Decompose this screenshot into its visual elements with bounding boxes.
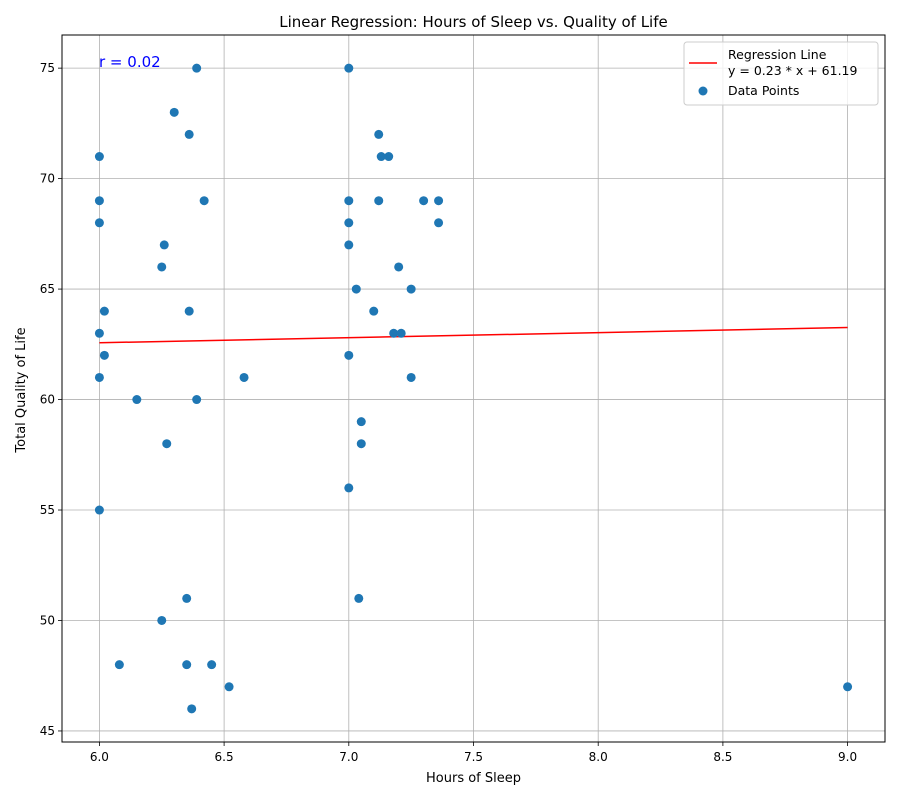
data-point — [406, 372, 416, 382]
data-point — [374, 196, 384, 206]
legend-regression-label: Regression Line — [728, 47, 827, 62]
data-point — [187, 704, 197, 714]
data-point — [99, 350, 109, 360]
data-point — [132, 395, 142, 405]
data-point — [434, 196, 444, 206]
grid — [62, 35, 885, 742]
data-point — [351, 284, 361, 294]
y-tick-label: 60 — [40, 393, 55, 407]
data-point — [344, 196, 354, 206]
data-point — [224, 682, 234, 692]
data-point — [157, 615, 167, 625]
data-point — [94, 505, 104, 515]
chart-title: Linear Regression: Hours of Sleep vs. Qu… — [279, 13, 667, 31]
x-tick-label: 7.5 — [464, 750, 483, 764]
x-axis-ticks: 6.0 6.5 7.0 7.5 8.0 8.5 9.0 — [90, 742, 857, 764]
data-point — [94, 152, 104, 162]
data-point — [162, 439, 172, 449]
legend-regression-equation: y = 0.23 * x + 61.19 — [728, 63, 857, 78]
data-point — [396, 328, 406, 338]
data-point — [239, 372, 249, 382]
data-point — [369, 306, 379, 316]
data-point — [184, 129, 194, 139]
data-point — [159, 240, 169, 250]
y-axis-ticks: 45 50 55 60 65 70 75 — [40, 61, 62, 738]
data-point — [169, 107, 179, 117]
data-point — [99, 306, 109, 316]
data-point — [207, 660, 217, 670]
data-point — [434, 218, 444, 228]
data-point — [384, 152, 394, 162]
y-tick-label: 70 — [40, 172, 55, 186]
data-point — [356, 417, 366, 427]
data-point — [394, 262, 404, 272]
data-point — [199, 196, 209, 206]
correlation-annotation: r = 0.02 — [99, 53, 161, 71]
x-tick-label: 7.0 — [339, 750, 358, 764]
x-tick-label: 8.0 — [589, 750, 608, 764]
data-point — [344, 483, 354, 493]
data-point — [94, 328, 104, 338]
x-tick-label: 9.0 — [838, 750, 857, 764]
data-point — [182, 660, 192, 670]
data-point — [376, 152, 386, 162]
data-point — [419, 196, 429, 206]
data-point — [94, 218, 104, 228]
legend-data-points-label: Data Points — [728, 83, 799, 98]
data-point — [94, 196, 104, 206]
data-point — [406, 284, 416, 294]
regression-layer — [99, 326, 848, 344]
data-point — [192, 395, 202, 405]
data-point — [344, 63, 354, 73]
x-axis-title: Hours of Sleep — [426, 771, 521, 786]
data-point — [356, 439, 366, 449]
x-tick-label: 6.5 — [215, 750, 234, 764]
y-axis-title: Total Quality of Life — [14, 327, 29, 453]
regression-line — [99, 326, 848, 344]
data-point — [344, 218, 354, 228]
x-tick-label: 6.0 — [90, 750, 109, 764]
legend-data-points-swatch — [698, 86, 708, 96]
data-point — [157, 262, 167, 272]
data-point — [114, 660, 124, 670]
x-tick-label: 8.5 — [713, 750, 732, 764]
data-points-layer — [94, 63, 853, 714]
y-tick-label: 65 — [40, 282, 55, 296]
legend: Regression Line y = 0.23 * x + 61.19 Dat… — [683, 41, 879, 106]
data-point — [344, 350, 354, 360]
y-tick-label: 75 — [40, 61, 55, 75]
y-tick-label: 45 — [40, 724, 55, 738]
data-point — [374, 129, 384, 139]
data-point — [389, 328, 399, 338]
legend-box — [683, 41, 879, 106]
y-tick-label: 55 — [40, 503, 55, 517]
data-point — [94, 372, 104, 382]
data-point — [182, 593, 192, 603]
y-tick-label: 50 — [40, 613, 55, 627]
data-point — [344, 240, 354, 250]
data-point — [843, 682, 853, 692]
data-point — [184, 306, 194, 316]
data-point — [354, 593, 364, 603]
data-point — [192, 63, 202, 73]
